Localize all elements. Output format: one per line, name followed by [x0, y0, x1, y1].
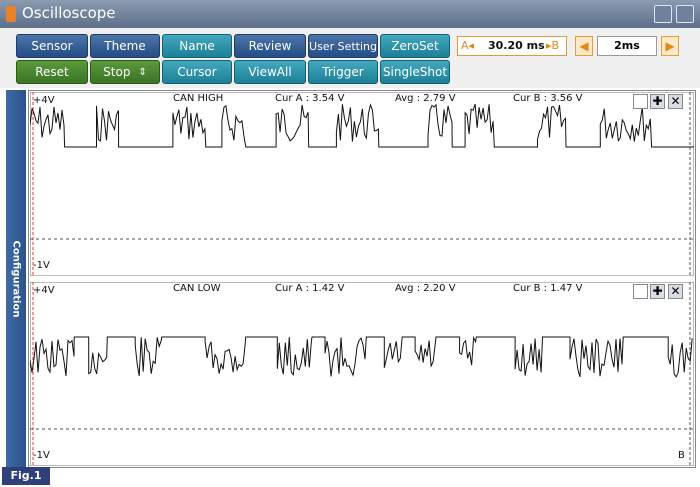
left-arrow-icon[interactable]: ◀	[575, 36, 593, 56]
channel-name: CAN HIGH	[173, 93, 224, 104]
waveform-trace	[30, 335, 693, 378]
plus-icon[interactable]: ✚	[650, 284, 665, 299]
user-setting-button[interactable]: User Setting	[308, 34, 378, 58]
waveform-plot-can-high	[30, 92, 694, 276]
cursor-b-readout: Cur B : 3.56 V	[513, 93, 583, 104]
review-button[interactable]: Review	[234, 34, 306, 58]
cursor-b-label: ▸B	[546, 39, 560, 52]
channel-name: CAN LOW	[173, 283, 221, 294]
top-scale-label: +4V	[33, 95, 55, 106]
title-bar: Oscilloscope	[0, 0, 700, 28]
average-readout: Avg : 2.79 V	[395, 93, 456, 104]
right-arrow-icon[interactable]: ▶	[661, 36, 679, 56]
checkbox-icon[interactable]	[633, 94, 648, 109]
cursor-a-readout: Cur A : 1.42 V	[275, 283, 345, 294]
singleshot-button[interactable]: SingleShot	[380, 60, 450, 84]
plus-icon[interactable]: ✚	[650, 94, 665, 109]
bottom-scale-label: -1V	[33, 450, 50, 461]
time-division-value: 2ms	[597, 36, 657, 56]
average-readout: Avg : 2.20 V	[395, 283, 456, 294]
configuration-label: Configuration	[10, 240, 22, 318]
channel-panel-can-low[interactable]: +4V -1V CAN LOW Cur A : 1.42 V Avg : 2.2…	[30, 282, 694, 466]
checkbox-icon[interactable]	[633, 284, 648, 299]
configuration-sidebar[interactable]: Configuration	[6, 90, 26, 468]
stop-button[interactable]: Stop ⇕	[90, 60, 160, 84]
cursor-b-marker: B	[678, 450, 685, 461]
waveform-plot-can-low	[30, 282, 694, 466]
cursor-a-readout: Cur A : 3.54 V	[275, 93, 345, 104]
trigger-button[interactable]: Trigger	[308, 60, 378, 84]
cursor-button[interactable]: Cursor	[162, 60, 232, 84]
figure-label: Fig.1	[2, 467, 50, 485]
window-title: Oscilloscope	[22, 4, 116, 22]
spinner-icon: ⇕	[138, 66, 147, 78]
toolbar: Sensor Theme Name Review User Setting Ze…	[0, 28, 700, 88]
bottom-scale-label: -1V	[33, 260, 50, 271]
oscilloscope-icon	[6, 6, 16, 22]
zeroset-button[interactable]: ZeroSet	[380, 34, 450, 58]
cursor-b-readout: Cur B : 1.47 V	[513, 283, 583, 294]
top-scale-label: +4V	[33, 285, 55, 296]
cursor-time-value: 30.20 ms	[488, 39, 545, 52]
close-icon[interactable]: ✕	[668, 284, 683, 299]
reset-button[interactable]: Reset	[16, 60, 88, 84]
stop-label: Stop	[103, 65, 131, 79]
name-button[interactable]: Name	[162, 34, 232, 58]
viewall-button[interactable]: ViewAll	[234, 60, 306, 84]
close-icon[interactable]: ✕	[668, 94, 683, 109]
channel-panel-can-high[interactable]: +4V -1V CAN HIGH Cur A : 3.54 V Avg : 2.…	[30, 92, 694, 276]
cursor-readout: A◂ 30.20 ms ▸B	[457, 36, 567, 56]
menu-icon[interactable]	[676, 5, 694, 23]
waveform-trace	[30, 103, 694, 148]
sensor-button[interactable]: Sensor	[16, 34, 88, 58]
theme-button[interactable]: Theme	[90, 34, 160, 58]
cursor-a-label: A◂	[461, 39, 475, 52]
restore-window-icon[interactable]	[654, 5, 672, 23]
